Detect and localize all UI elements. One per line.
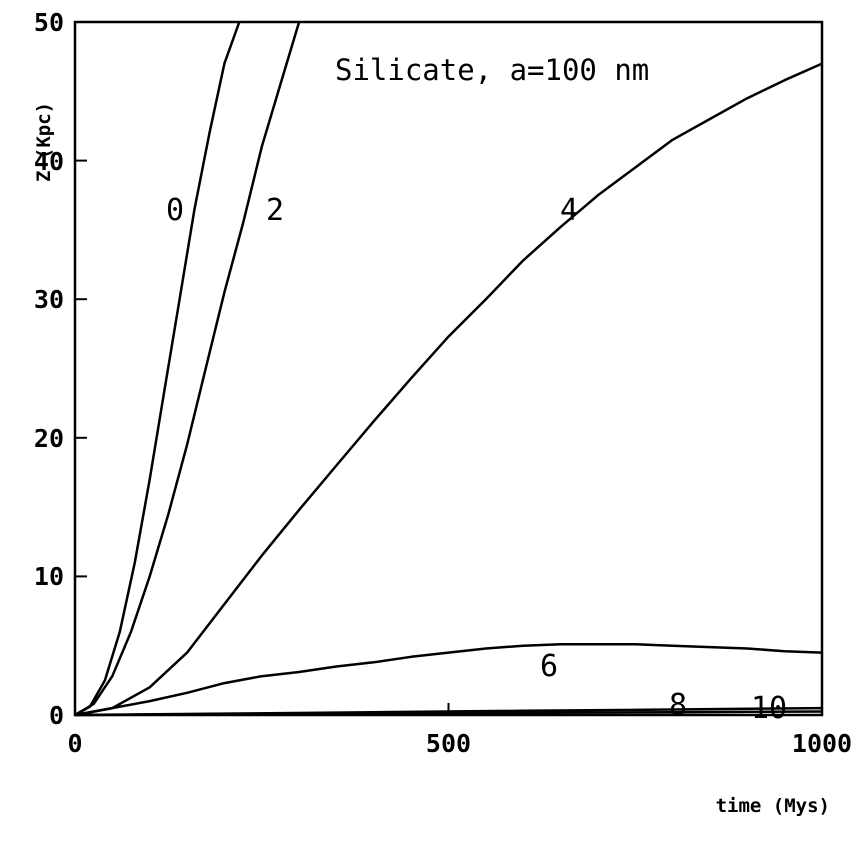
series-line-4 bbox=[74, 62, 823, 717]
series-line-2 bbox=[74, 21, 301, 717]
y-tick-label: 40 bbox=[34, 147, 64, 176]
series-line-6 bbox=[74, 643, 823, 717]
y-tick-label: 20 bbox=[34, 424, 64, 453]
curve-label-10: 10 bbox=[751, 691, 787, 726]
y-axis-ticks: 0 10 20 30 40 50 bbox=[34, 8, 87, 730]
y-tick-label: 10 bbox=[34, 562, 64, 591]
x-axis-label: time (Mys) bbox=[716, 795, 830, 817]
x-tick-label: 1000 bbox=[792, 729, 852, 758]
y-tick-label: 50 bbox=[34, 8, 64, 37]
y-tick-label: 0 bbox=[49, 701, 64, 730]
x-axis-ticks: 0 500 1000 bbox=[67, 703, 852, 758]
curve-label-2: 2 bbox=[266, 193, 284, 228]
plot-frame bbox=[73, 20, 824, 717]
x-tick-label: 500 bbox=[426, 729, 471, 758]
curve-label-6: 6 bbox=[540, 649, 558, 684]
curve-label-4: 4 bbox=[560, 193, 578, 228]
series-group bbox=[74, 21, 823, 717]
chart-title: Silicate, a=100 nm bbox=[335, 53, 649, 87]
series-line-10 bbox=[74, 710, 823, 717]
y-axis-label: Z (Kpc) bbox=[33, 102, 55, 182]
y-tick-label: 30 bbox=[34, 285, 64, 314]
series-line-0 bbox=[74, 21, 241, 717]
curve-label-8: 8 bbox=[669, 688, 687, 723]
curve-label-0: 0 bbox=[166, 193, 184, 228]
x-tick-label: 0 bbox=[67, 729, 82, 758]
curve-labels: 0 2 4 6 8 10 bbox=[166, 193, 787, 726]
